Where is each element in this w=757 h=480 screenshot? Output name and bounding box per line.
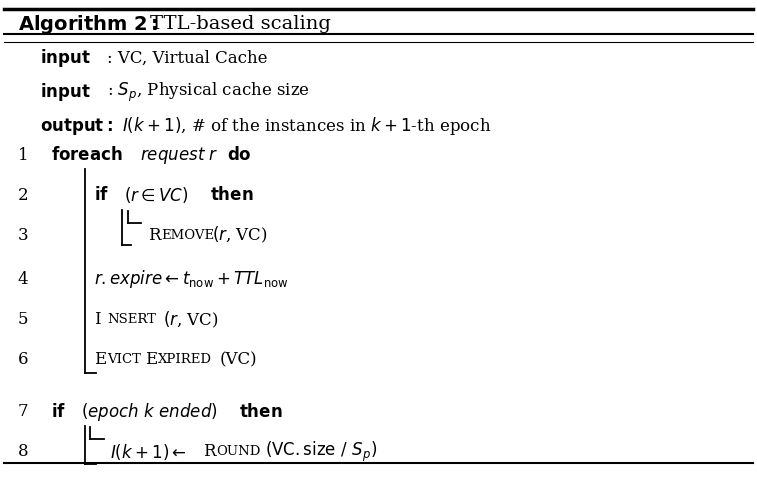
Text: TTL-based scaling: TTL-based scaling: [150, 15, 331, 34]
Text: R: R: [203, 443, 215, 460]
Text: XPIRED: XPIRED: [158, 353, 213, 366]
Text: 3: 3: [17, 227, 28, 244]
Text: $\mathit{r.expire} \leftarrow t_\mathrm{now} + \mathit{TTL}_\mathrm{now}$: $\mathit{r.expire} \leftarrow t_\mathrm{…: [94, 268, 288, 290]
Text: E: E: [94, 351, 106, 368]
Text: EMOVE: EMOVE: [161, 229, 214, 242]
Text: $\mathbf{if}$: $\mathbf{if}$: [94, 186, 109, 204]
Text: 8: 8: [17, 443, 28, 460]
Text: : $S_p$, Physical cache size: : $S_p$, Physical cache size: [107, 81, 310, 104]
Text: $(r$, VC): $(r$, VC): [212, 225, 268, 245]
Text: 6: 6: [17, 351, 28, 368]
Text: $I(k+1)$, # of the instances in $k+1$-th epoch: $I(k+1)$, # of the instances in $k+1$-th…: [123, 115, 492, 137]
Text: 2: 2: [17, 187, 28, 204]
Text: $(r \in VC)$: $(r \in VC)$: [124, 185, 188, 205]
Text: $\mathbf{then}$: $\mathbf{then}$: [210, 186, 254, 204]
Text: $I(k+1) \leftarrow$: $I(k+1) \leftarrow$: [111, 442, 187, 462]
Text: : VC, Virtual Cache: : VC, Virtual Cache: [107, 50, 268, 67]
Text: $\mathbf{if}$: $\mathbf{if}$: [51, 403, 66, 420]
Text: (VC): (VC): [220, 351, 257, 368]
Text: $\mathit{request\ r}$: $\mathit{request\ r}$: [141, 144, 219, 166]
Text: NSERT: NSERT: [107, 313, 157, 326]
Text: $\mathbf{input}$: $\mathbf{input}$: [40, 82, 91, 103]
Text: 1: 1: [17, 146, 28, 164]
Text: $(\mathrm{VC.size}\ /\ S_p)$: $(\mathrm{VC.size}\ /\ S_p)$: [265, 440, 377, 464]
Text: 5: 5: [17, 311, 28, 328]
Text: E: E: [145, 351, 157, 368]
Text: I: I: [94, 311, 101, 328]
Text: $\mathit{(epoch\ k\ ended)}$: $\mathit{(epoch\ k\ ended)}$: [80, 401, 217, 423]
Text: $\mathbf{then}$: $\mathbf{then}$: [239, 403, 283, 420]
Text: 4: 4: [17, 271, 28, 288]
Text: $\mathbf{input}$: $\mathbf{input}$: [40, 48, 91, 70]
Text: $\mathbf{output:}$: $\mathbf{output:}$: [40, 116, 113, 137]
Text: $\mathbf{Algorithm\ 2:}$: $\mathbf{Algorithm\ 2:}$: [17, 13, 158, 36]
Text: $\mathbf{do}$: $\mathbf{do}$: [226, 146, 251, 164]
Text: 7: 7: [17, 403, 28, 420]
Text: OUND: OUND: [216, 445, 260, 458]
Text: R: R: [148, 227, 160, 244]
Text: $(r$, VC): $(r$, VC): [163, 309, 219, 330]
Text: $\mathbf{foreach}$: $\mathbf{foreach}$: [51, 146, 123, 164]
Text: VICT: VICT: [107, 353, 142, 366]
